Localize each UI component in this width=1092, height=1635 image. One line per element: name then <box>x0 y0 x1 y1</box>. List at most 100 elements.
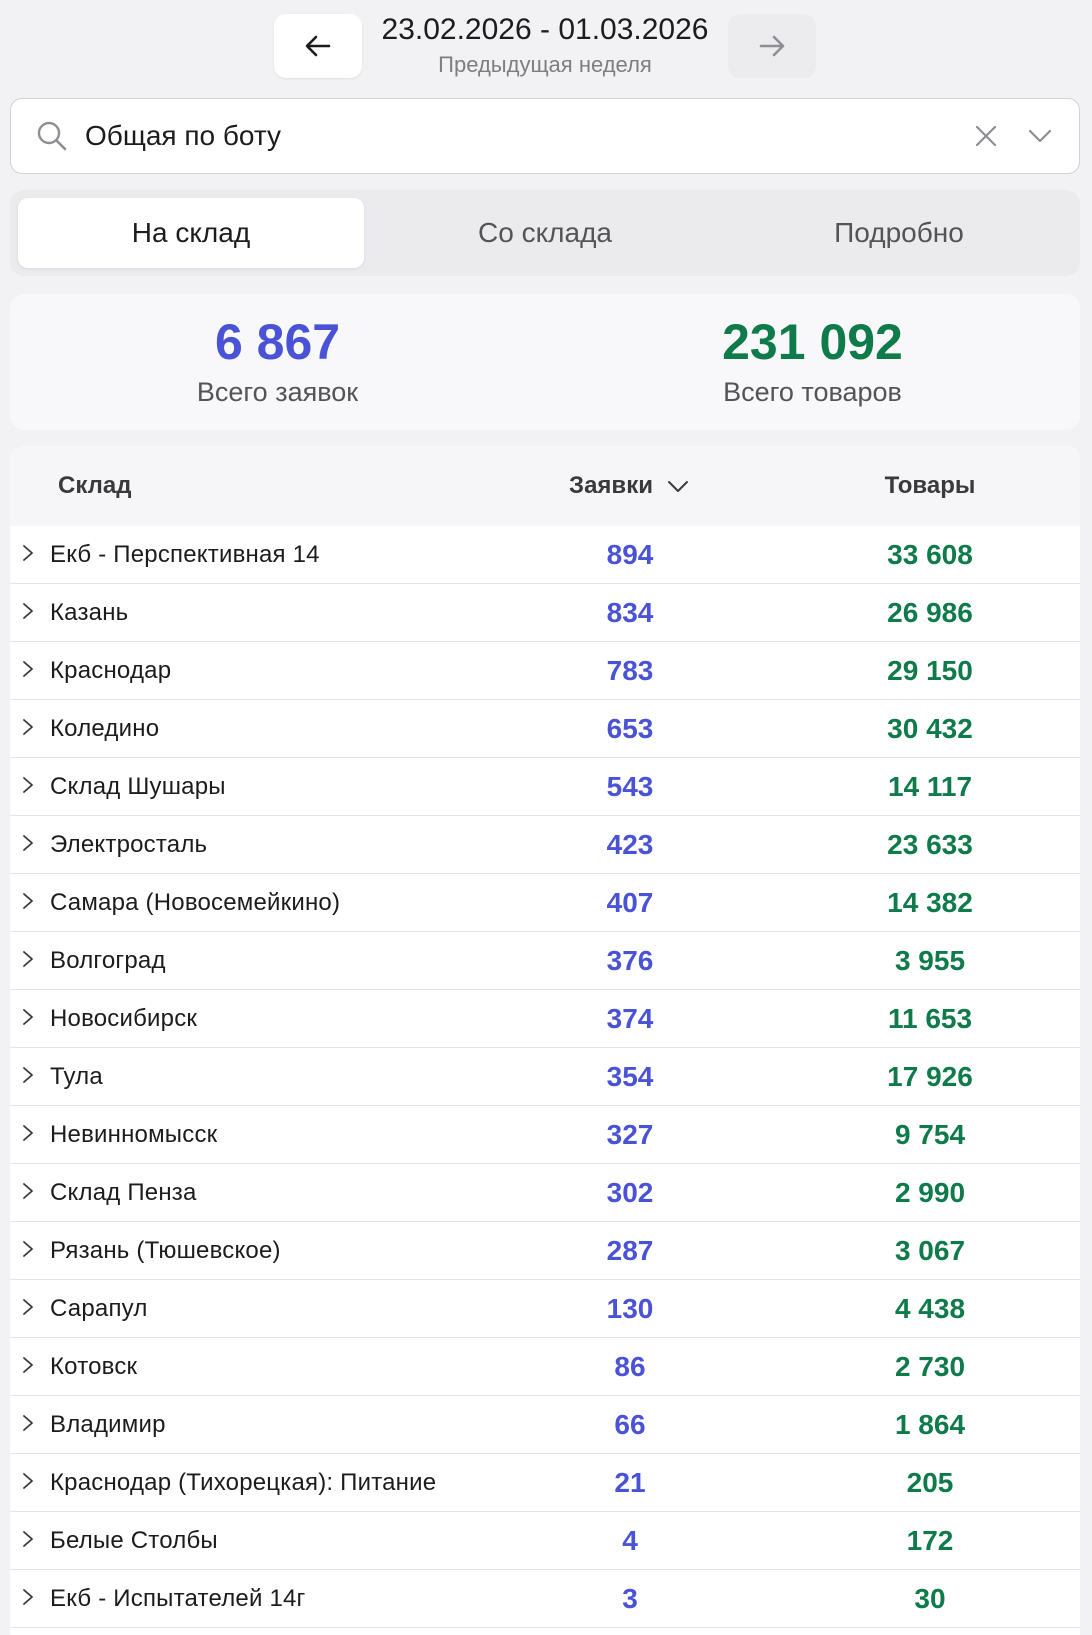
orders-count: 302 <box>606 1176 654 1208</box>
table-row[interactable]: Склад Шушары 543 14 117 <box>10 758 1080 816</box>
column-header-warehouse[interactable]: Склад <box>58 472 132 499</box>
table-row[interactable]: Казань 834 26 986 <box>10 584 1080 642</box>
chevron-right-icon[interactable] <box>18 890 38 912</box>
clear-icon[interactable] <box>971 121 1001 151</box>
total-goods-stat: 231 092 Всего товаров <box>545 312 1080 410</box>
table-row[interactable]: Склад Пенза 302 2 990 <box>10 1164 1080 1222</box>
chevron-right-icon[interactable] <box>18 716 38 738</box>
table-row[interactable]: Владимир 66 1 864 <box>10 1396 1080 1454</box>
goods-count: 29 150 <box>887 654 973 686</box>
tab-to-warehouse[interactable]: На склад <box>18 198 364 268</box>
date-range-block: 23.02.2026 - 01.03.2026 Предыдущая недел… <box>362 12 728 80</box>
chevron-right-icon[interactable] <box>18 1296 38 1318</box>
table-row[interactable]: Екб - Перспективная 14 894 33 608 <box>10 526 1080 584</box>
chevron-right-icon[interactable] <box>18 1122 38 1144</box>
goods-count: 1 864 <box>894 1408 966 1440</box>
orders-count: 834 <box>606 596 654 628</box>
tab-from-warehouse[interactable]: Со склада <box>478 217 612 248</box>
table-header: Склад Заявки Товары <box>10 446 1080 526</box>
warehouse-name: Тула <box>50 1062 103 1090</box>
warehouse-name: Казань <box>50 598 129 626</box>
chevron-right-icon[interactable] <box>18 1354 38 1376</box>
chevron-right-icon[interactable] <box>18 542 38 564</box>
orders-count: 407 <box>606 886 654 918</box>
table-row[interactable]: Краснодар 783 29 150 <box>10 642 1080 700</box>
chevron-right-icon[interactable] <box>18 948 38 970</box>
goods-count: 14 382 <box>887 886 973 918</box>
column-header-goods[interactable]: Товары <box>884 472 976 499</box>
total-goods-label: Всего товаров <box>723 377 902 407</box>
warehouse-name: Коледино <box>50 714 160 742</box>
orders-count: 374 <box>606 1002 654 1034</box>
chevron-down-icon[interactable] <box>1025 121 1055 151</box>
arrow-right-icon <box>759 35 785 57</box>
chevron-right-icon[interactable] <box>18 600 38 622</box>
warehouse-name: Екб - Испытателей 14г <box>50 1584 306 1612</box>
bot-select-input[interactable] <box>85 117 885 155</box>
table-row[interactable]: Екб - Испытателей 14г 3 30 <box>10 1570 1080 1628</box>
chevron-right-icon[interactable] <box>18 1412 38 1434</box>
sort-desc-icon[interactable] <box>665 473 691 499</box>
goods-count: 23 633 <box>887 828 973 860</box>
total-goods-value: 231 092 <box>722 314 903 370</box>
table-row[interactable]: Электросталь 423 23 633 <box>10 816 1080 874</box>
chevron-right-icon[interactable] <box>18 1528 38 1550</box>
warehouse-name: Склад Пенза <box>50 1178 197 1206</box>
goods-count: 172 <box>906 1524 954 1556</box>
table-row[interactable]: Краснодар (Тихорецкая): Питание 21 205 <box>10 1454 1080 1512</box>
column-header-orders-label: Заявки <box>569 472 653 499</box>
chevron-right-icon[interactable] <box>18 1064 38 1086</box>
warehouse-name: Владимир <box>50 1410 166 1438</box>
chevron-right-icon[interactable] <box>18 1006 38 1028</box>
goods-count: 3 067 <box>894 1234 966 1266</box>
previous-week-button[interactable] <box>274 14 362 78</box>
chevron-right-icon[interactable] <box>18 774 38 796</box>
goods-count: 30 432 <box>887 712 973 744</box>
orders-count: 287 <box>606 1234 654 1266</box>
table-row[interactable]: Рязань (Тюшевское) 287 3 067 <box>10 1222 1080 1280</box>
warehouse-name: Краснодар <box>50 656 172 684</box>
total-orders-label: Всего заявок <box>196 377 359 407</box>
tab-details[interactable]: Подробно <box>834 217 964 248</box>
goods-count: 30 <box>914 1582 946 1614</box>
table-row[interactable]: Новосибирск 374 11 653 <box>10 990 1080 1048</box>
table-row[interactable]: Белые Столбы 4 172 <box>10 1512 1080 1570</box>
orders-count: 130 <box>606 1292 654 1324</box>
bot-select[interactable] <box>10 98 1080 174</box>
goods-count: 4 438 <box>894 1292 966 1324</box>
warehouse-name: Невинномысск <box>50 1120 218 1148</box>
table-row[interactable]: Коледино 653 30 432 <box>10 700 1080 758</box>
table-row[interactable]: Сарапул 130 4 438 <box>10 1280 1080 1338</box>
table-row[interactable]: Котовск 86 2 730 <box>10 1338 1080 1396</box>
warehouse-name: Самара (Новосемейкино) <box>50 888 341 916</box>
goods-count: 2 990 <box>894 1176 966 1208</box>
table-row[interactable]: Тула 354 17 926 <box>10 1048 1080 1106</box>
warehouse-name: Сарапул <box>50 1294 148 1322</box>
chevron-right-icon[interactable] <box>18 832 38 854</box>
chevron-right-icon[interactable] <box>18 1180 38 1202</box>
goods-count: 26 986 <box>887 596 973 628</box>
table-row[interactable]: Невинномысск 327 9 754 <box>10 1106 1080 1164</box>
goods-count: 2 730 <box>894 1350 966 1382</box>
orders-count: 327 <box>606 1118 654 1150</box>
warehouse-name: Краснодар (Тихорецкая): Питание <box>50 1468 437 1496</box>
orders-count: 21 <box>614 1466 646 1498</box>
chevron-right-icon[interactable] <box>18 1586 38 1608</box>
column-header-orders[interactable]: Заявки <box>480 446 780 526</box>
warehouse-name: Волгоград <box>50 946 166 974</box>
date-caption: Предыдущая неделя <box>438 52 652 77</box>
next-week-button[interactable] <box>728 14 816 78</box>
orders-count: 423 <box>606 828 654 860</box>
warehouse-name: Склад Шушары <box>50 772 226 800</box>
chevron-right-icon[interactable] <box>18 1238 38 1260</box>
chevron-right-icon[interactable] <box>18 658 38 680</box>
table-row[interactable]: Волгоград 376 3 955 <box>10 932 1080 990</box>
orders-count: 354 <box>606 1060 654 1092</box>
goods-count: 3 955 <box>894 944 966 976</box>
chevron-right-icon[interactable] <box>18 1470 38 1492</box>
table-row[interactable]: Самара (Новосемейкино) 407 14 382 <box>10 874 1080 932</box>
goods-count: 9 754 <box>894 1118 966 1150</box>
total-orders-stat: 6 867 Всего заявок <box>10 312 545 410</box>
tab-bar: На склад Со склада Подробно <box>10 190 1080 276</box>
